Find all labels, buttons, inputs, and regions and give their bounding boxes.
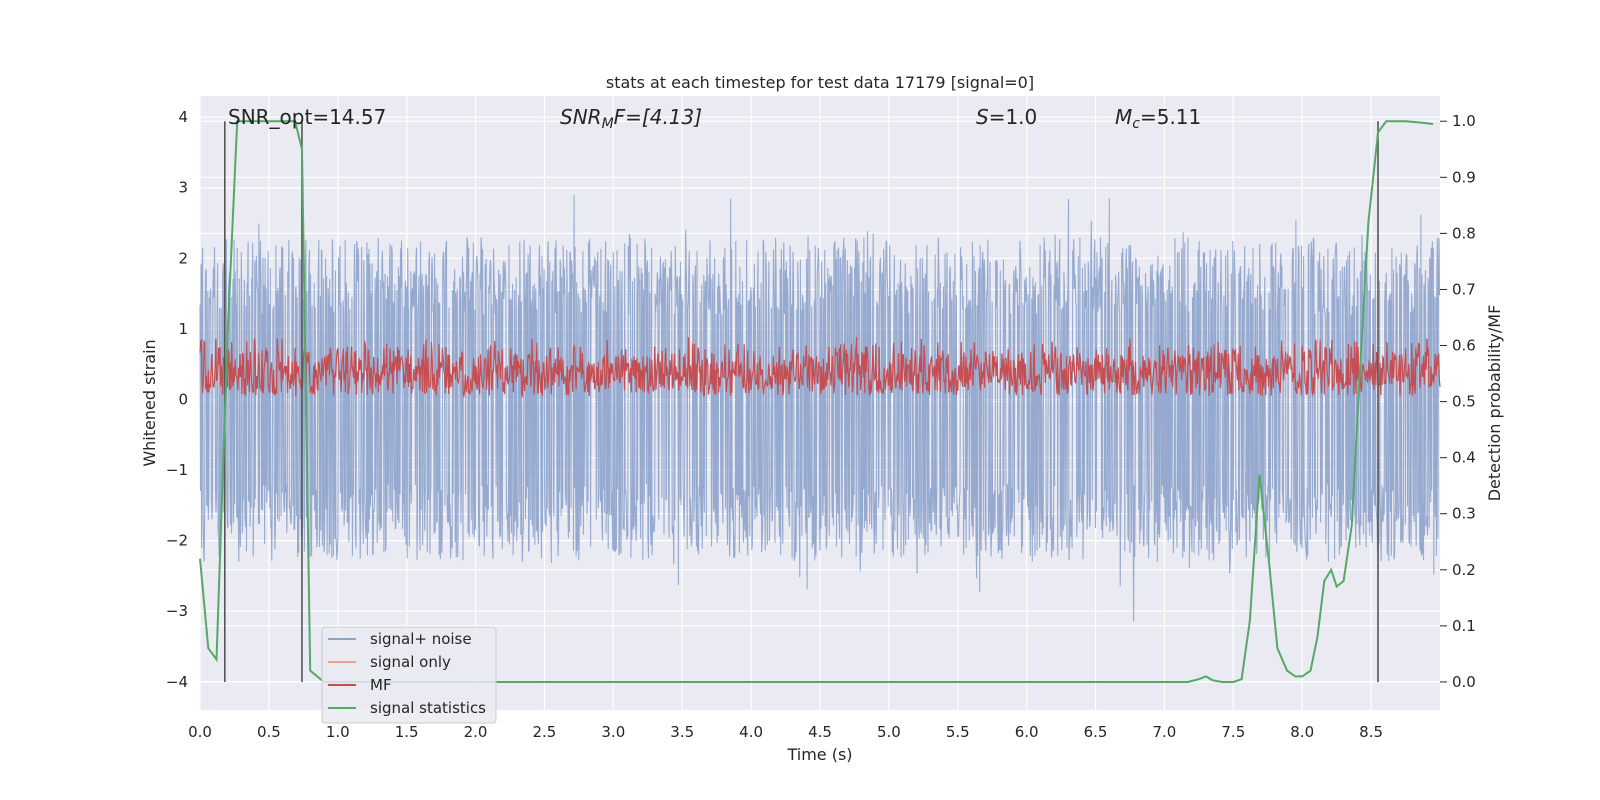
x-tick-label: 8.5	[1359, 723, 1383, 741]
x-tick-label: 5.5	[946, 723, 970, 741]
annotation-snr-mf: SNRMF=[4.13]	[560, 105, 702, 132]
y-left-axis-ticks: 4 3 2 1 0 −1 −2 −3 −4	[166, 108, 188, 691]
x-tick-label: 1.5	[395, 723, 419, 741]
x-axis-label: Time (s)	[786, 745, 852, 764]
y-left-tick-label: −2	[166, 532, 188, 550]
y-left-axis-label: Whitened strain	[140, 339, 159, 466]
x-tick-label: 0.0	[188, 723, 212, 741]
legend-label: signal+ noise	[370, 630, 472, 648]
series-signal-statistics	[199, 120, 1434, 683]
annotation-snr-opt: SNR_opt=14.57	[228, 105, 386, 129]
x-tick-label: 3.5	[670, 723, 694, 741]
y-right-axis-label: Detection probability/MF	[1485, 305, 1504, 502]
y-left-tick-label: 3	[178, 179, 188, 197]
y-left-tick-label: −1	[166, 461, 188, 479]
series-signal-noise	[199, 195, 1441, 622]
x-tick-label: 3.0	[601, 723, 625, 741]
annotation-mc: Mc=5.11	[1115, 105, 1201, 132]
y-right-tick-label: 1.0	[1452, 112, 1476, 130]
legend-entry: signal statistics	[328, 699, 486, 717]
y-left-tick-label: 4	[178, 108, 188, 126]
legend-entry: MF	[328, 676, 392, 694]
y-left-tick-label: −4	[166, 673, 188, 691]
x-tick-label: 7.5	[1221, 723, 1245, 741]
y-right-tick-label: 0.8	[1452, 224, 1476, 242]
x-tick-label: 8.0	[1290, 723, 1314, 741]
y-right-tick-label: 0.5	[1452, 393, 1476, 411]
y-left-tick-label: 0	[178, 390, 188, 408]
y-right-tick-label: 0.3	[1452, 505, 1476, 523]
series-mf	[199, 337, 1441, 399]
legend-entry: signal only	[328, 653, 451, 671]
y-right-tick-label: 0.0	[1452, 673, 1476, 691]
y-right-tick-label: 0.1	[1452, 617, 1476, 635]
x-tick-label: 6.0	[1015, 723, 1039, 741]
legend-label: MF	[370, 676, 392, 694]
y-right-tick-label: 0.6	[1452, 337, 1476, 355]
y-right-tick-label: 0.2	[1452, 561, 1476, 579]
signal-noise-line	[199, 195, 1441, 622]
y-right-tick-label: 0.9	[1452, 168, 1476, 186]
x-tick-label: 5.0	[877, 723, 901, 741]
y-right-tick-label: 0.7	[1452, 280, 1476, 298]
y-left-tick-label: −3	[166, 602, 188, 620]
legend-label: signal only	[370, 653, 451, 671]
y-right-tick-label: 0.4	[1452, 449, 1476, 467]
y-left-tick-label: 2	[178, 249, 188, 267]
x-tick-label: 1.0	[326, 723, 350, 741]
legend-label: signal statistics	[370, 699, 486, 717]
signal-statistics-line	[199, 120, 1434, 683]
x-tick-label: 4.5	[808, 723, 832, 741]
x-tick-label: 2.5	[533, 723, 557, 741]
y-left-tick-label: 1	[178, 320, 188, 338]
annotation-s: S=1.0	[976, 105, 1037, 129]
legend: signal+ noise signal only MF signal stat…	[321, 626, 497, 724]
x-tick-label: 6.5	[1084, 723, 1108, 741]
y-right-axis-ticks: 1.0 0.9 0.8 0.7 0.6 0.5 0.4 0.3 0.2 0.1 0.0	[1440, 112, 1476, 691]
x-tick-label: 0.5	[257, 723, 281, 741]
x-axis-ticks: 0.0 0.5 1.0 1.5 2.0 2.5 3.0 3.5 4.0 4.5 5.0 5.5 6.0 6…	[188, 723, 1383, 741]
x-tick-label: 7.0	[1153, 723, 1177, 741]
mf-line	[199, 337, 1441, 399]
legend-box	[321, 626, 497, 724]
x-tick-label: 4.0	[739, 723, 763, 741]
x-tick-label: 2.0	[464, 723, 488, 741]
legend-entry: signal+ noise	[328, 630, 472, 648]
chart-title: stats at each timestep for test data 171…	[606, 73, 1034, 92]
